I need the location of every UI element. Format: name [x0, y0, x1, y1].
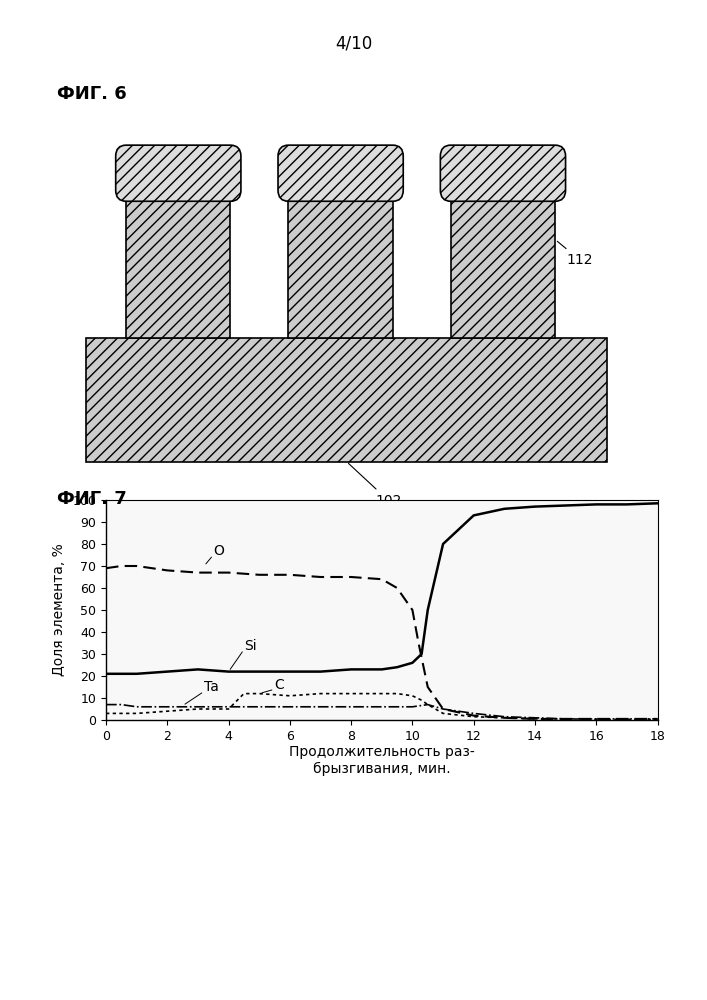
Text: брызгивания, мин.: брызгивания, мин.: [313, 762, 450, 776]
Text: C: C: [274, 678, 284, 692]
Text: Si: Si: [244, 639, 257, 653]
Y-axis label: Доля элемента, %: Доля элемента, %: [52, 544, 66, 676]
Text: 102: 102: [349, 463, 402, 508]
Bar: [288, 172, 393, 338]
Text: Продолжительность раз-: Продолжительность раз-: [289, 745, 474, 759]
Text: Ta: Ta: [204, 680, 219, 694]
Text: 112: 112: [557, 241, 593, 267]
Text: 4/10: 4/10: [335, 35, 372, 53]
FancyBboxPatch shape: [116, 145, 241, 201]
FancyBboxPatch shape: [278, 145, 403, 201]
Bar: [451, 172, 555, 338]
Text: ФИГ. 7: ФИГ. 7: [57, 490, 127, 508]
FancyBboxPatch shape: [440, 145, 566, 201]
FancyBboxPatch shape: [86, 338, 607, 462]
Bar: [126, 172, 230, 338]
Text: ФИГ. 6: ФИГ. 6: [57, 85, 127, 103]
Text: O: O: [214, 544, 224, 558]
